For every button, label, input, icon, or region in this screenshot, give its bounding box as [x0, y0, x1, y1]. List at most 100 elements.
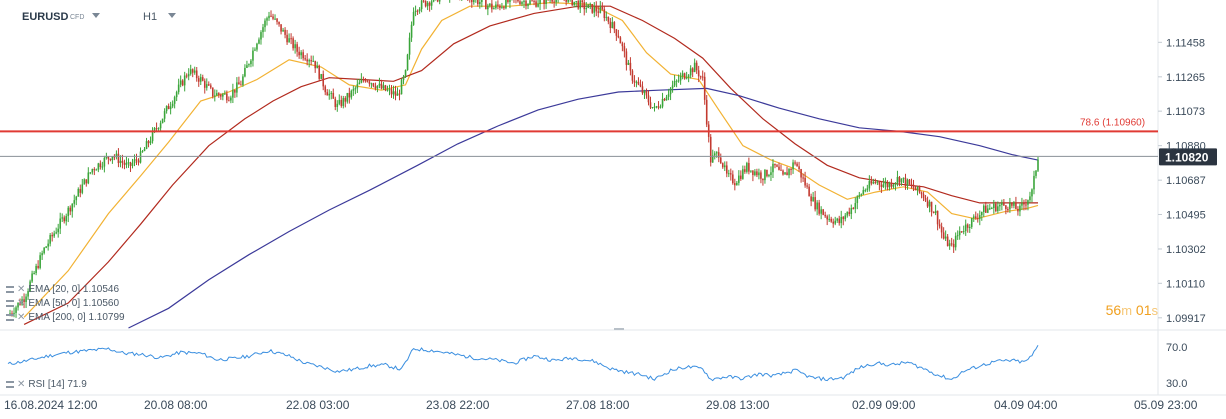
candle-body: [137, 160, 140, 163]
candle-body: [693, 62, 696, 73]
settings-icon[interactable]: [6, 285, 14, 293]
settings-icon[interactable]: [6, 313, 14, 321]
candle: [147, 139, 150, 148]
candle-body: [603, 9, 606, 18]
candle: [171, 100, 174, 109]
candle-body: [93, 169, 96, 171]
candle: [356, 78, 359, 93]
candle-body: [298, 51, 300, 56]
candle-body: [886, 182, 889, 188]
candle: [374, 82, 377, 91]
indicator-ema20[interactable]: ✕ EMA [20, 0] 1.10546: [6, 284, 119, 295]
candle: [77, 187, 80, 197]
candle-body: [721, 163, 724, 168]
candle-body: [950, 243, 953, 245]
candle-body: [115, 153, 118, 157]
candle-body: [858, 194, 861, 197]
candle: [906, 178, 909, 190]
candle: [595, 1, 598, 17]
candle-body: [79, 188, 82, 193]
candle-body: [358, 82, 361, 85]
candle-body: [862, 190, 865, 195]
candle: [1021, 197, 1023, 211]
indicator-ema50[interactable]: ✕ EMA [50, 0] 1.10560: [6, 298, 119, 309]
candle-body: [145, 141, 148, 149]
candle: [790, 167, 792, 176]
candle: [159, 120, 162, 132]
candle: [376, 85, 379, 93]
candle: [764, 168, 766, 184]
candle: [224, 90, 226, 95]
indicator-value: 71.9: [67, 379, 87, 390]
timeframe-dropdown-icon[interactable]: [168, 13, 176, 18]
candle-body: [930, 201, 933, 212]
candle: [398, 89, 401, 101]
candle: [838, 215, 841, 226]
candle-body: [258, 39, 260, 44]
candle: [651, 107, 654, 109]
candle-body: [37, 265, 39, 268]
candle: [792, 159, 794, 174]
y-tick-label: 1.11265: [1166, 72, 1205, 84]
candle: [218, 92, 220, 98]
candle: [778, 162, 780, 171]
candle-body: [880, 184, 883, 187]
candle-body: [276, 18, 278, 22]
settings-icon[interactable]: [6, 380, 14, 388]
indicator-rsi[interactable]: ✕ RSI [14] 71.9: [6, 379, 87, 390]
candle-body: [687, 75, 690, 78]
candle-body: [125, 162, 128, 165]
candle-body: [553, 1, 555, 3]
remove-icon[interactable]: ✕: [17, 312, 26, 323]
candle: [862, 186, 865, 195]
candle: [113, 154, 116, 161]
candle-body: [113, 156, 116, 158]
remove-icon[interactable]: ✕: [17, 284, 26, 295]
candle-body: [966, 224, 969, 228]
remove-icon[interactable]: ✕: [17, 298, 26, 309]
candle-body: [197, 78, 200, 82]
candle: [386, 85, 389, 92]
symbol-dropdown-icon[interactable]: [92, 13, 100, 18]
candle: [85, 179, 88, 187]
symbol-name[interactable]: EURUSD: [22, 11, 69, 23]
candle-body: [585, 8, 588, 10]
remove-icon[interactable]: ✕: [17, 379, 26, 390]
candle: [111, 156, 114, 164]
candle-body: [356, 84, 359, 89]
candle: [932, 211, 935, 214]
current-price-label: 1.10820: [1165, 150, 1209, 164]
candle: [193, 66, 196, 75]
candle: [1011, 203, 1013, 209]
candle: [900, 178, 903, 186]
candle-body: [573, 1, 575, 6]
candle-body: [262, 27, 264, 33]
candle-body: [711, 155, 714, 163]
candle-body: [609, 21, 612, 28]
candle: [914, 185, 917, 191]
candle-body: [764, 169, 766, 181]
candle-body: [171, 103, 174, 107]
candle-body: [499, 5, 501, 8]
candle-body: [689, 68, 692, 76]
candle-body: [1027, 200, 1029, 205]
settings-icon[interactable]: [6, 299, 14, 307]
candle: [750, 170, 752, 173]
candle-body: [627, 62, 630, 65]
candle: [870, 176, 873, 186]
candle-body: [280, 24, 282, 32]
candle-body: [808, 186, 810, 197]
candle: [59, 212, 62, 235]
candle: [473, 0, 475, 5]
candle-body: [203, 80, 206, 88]
candle-body: [653, 106, 656, 108]
candle: [63, 215, 66, 224]
candle: [754, 169, 756, 177]
indicator-ema200[interactable]: ✕ EMA [200, 0] 1.10799: [6, 312, 125, 323]
candle-body: [408, 37, 411, 55]
candle: [997, 201, 999, 214]
candle: [649, 96, 652, 110]
timeframe-selector[interactable]: H1: [143, 11, 158, 23]
candle: [402, 74, 405, 85]
